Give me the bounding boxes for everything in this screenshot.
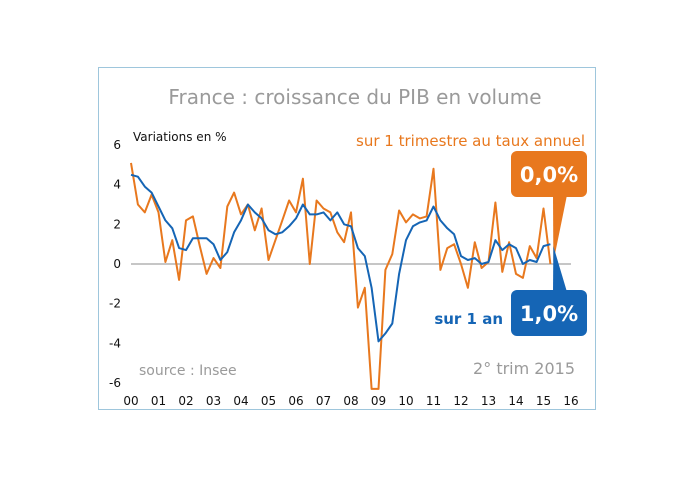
x-tick-label: 11: [426, 394, 441, 408]
x-tick-label: 09: [371, 394, 386, 408]
x-tick-label: 07: [316, 394, 331, 408]
y-tick-label: 2: [113, 217, 121, 231]
period-note: 2° trim 2015: [473, 359, 575, 378]
y-tick-label: -4: [109, 336, 121, 350]
x-tick-label: 04: [233, 394, 248, 408]
callout-pointer: [553, 246, 567, 292]
y-tick-label: -6: [109, 376, 121, 390]
callout-quarterly: 0,0%: [511, 151, 587, 262]
series-yearly-line: [130, 173, 551, 343]
callout-box: [511, 290, 587, 336]
x-tick-label: 16: [563, 394, 578, 408]
gdp-line-chart: France : croissance du PIB en volume Var…: [109, 85, 587, 408]
x-tick-label: 12: [453, 394, 468, 408]
callout-pointer: [553, 195, 567, 262]
legend-yearly-label: sur 1 an: [434, 310, 503, 328]
y-tick-label: 0: [113, 257, 121, 271]
callout-value: 1,0%: [520, 302, 578, 326]
x-tick-label: 01: [151, 394, 166, 408]
y-tick-label: 4: [113, 178, 121, 192]
series-layer: [130, 162, 552, 390]
x-tick-label: 10: [398, 394, 413, 408]
x-tick-label: 14: [508, 394, 523, 408]
series-quarterly-line: [130, 162, 552, 390]
x-tick-label: 02: [178, 394, 193, 408]
callouts-layer: 0,0% 1,0%: [511, 151, 587, 336]
x-tick-label: 00: [123, 394, 138, 408]
legend-quarterly-label: sur 1 trimestre au taux annuel: [356, 132, 585, 150]
x-tick-label: 05: [261, 394, 276, 408]
x-tick-label: 03: [206, 394, 221, 408]
callout-box: [511, 151, 587, 197]
source-note: source : Insee: [139, 363, 237, 379]
callout-yearly: 1,0%: [511, 246, 587, 336]
axes: 6 4 2 0 -2 -4 -600 01 02 03 04 05 06 07 08 09 10 11 12 13 14…: [109, 138, 579, 408]
y-tick-label: 6: [113, 138, 121, 152]
callout-value: 0,0%: [520, 163, 578, 187]
x-tick-label: 13: [481, 394, 496, 408]
x-tick-label: 15: [536, 394, 551, 408]
x-tick-label: 06: [288, 394, 303, 408]
x-tick-label: 08: [343, 394, 358, 408]
chart-frame: France : croissance du PIB en volume Var…: [98, 67, 596, 410]
y-tick-label: -2: [109, 297, 121, 311]
chart-title: France : croissance du PIB en volume: [168, 85, 541, 109]
y-axis-label: Variations en %: [133, 130, 227, 144]
